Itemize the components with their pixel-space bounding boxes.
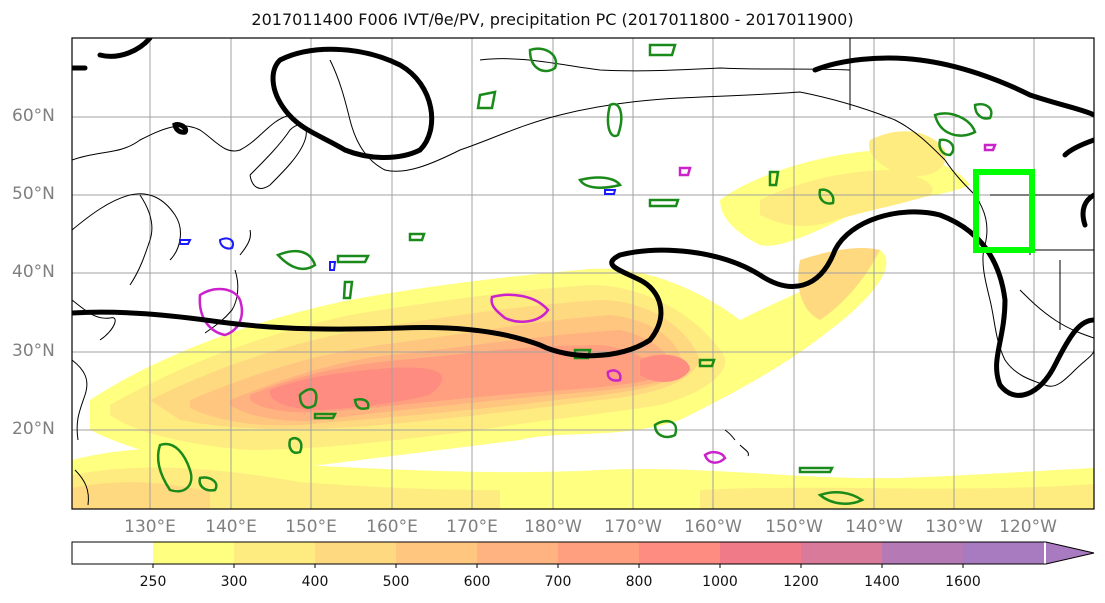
colorbar-tick-label: 1600 xyxy=(945,574,981,590)
colorbar-tick-label: 1000 xyxy=(702,574,738,590)
colorbar-tick-label: 250 xyxy=(139,574,167,590)
pv-contours-green xyxy=(156,43,993,505)
colorbar-tick-label: 800 xyxy=(625,574,653,590)
lat-label: 50°N xyxy=(12,184,55,204)
colorbar-segment xyxy=(720,542,801,564)
colorbar-segment xyxy=(963,542,1044,564)
pv-contours-magenta xyxy=(198,143,997,464)
lon-label: 170°W xyxy=(604,517,662,537)
lon-label: 120°W xyxy=(999,517,1057,537)
colorbar-segment xyxy=(882,542,963,564)
precipitation-region-box xyxy=(973,169,1035,253)
pv-contours-blue xyxy=(179,189,617,271)
lat-label: 60°N xyxy=(12,106,55,126)
colorbar xyxy=(71,541,1095,568)
colorbar-tick-label: 700 xyxy=(544,574,572,590)
colorbar-outline xyxy=(71,541,1095,565)
lon-label: 150°E xyxy=(285,517,337,537)
lat-label: 40°N xyxy=(12,262,55,282)
colorbar-segment xyxy=(315,542,396,564)
colorbar-segment xyxy=(477,542,558,564)
lon-label: 170°E xyxy=(446,517,498,537)
colorbar-segment xyxy=(234,542,315,564)
lon-label: 130°E xyxy=(124,517,176,537)
lat-label: 20°N xyxy=(12,419,55,439)
colorbar-tick-label: 400 xyxy=(301,574,329,590)
colorbar-segment xyxy=(639,542,720,564)
lon-label: 160°E xyxy=(366,517,418,537)
colorbar-tick-label: 1200 xyxy=(783,574,819,590)
colorbar-segment xyxy=(801,542,882,564)
graticule xyxy=(72,38,1094,509)
map-title: 2017011400 F006 IVT/θe/PV, precipitation… xyxy=(251,10,854,29)
lon-label: 180°W xyxy=(524,517,582,537)
lon-label: 140°E xyxy=(205,517,257,537)
colorbar-segment xyxy=(72,542,153,564)
colorbar-tick-label: 600 xyxy=(463,574,491,590)
theta-e-contours xyxy=(72,38,1094,398)
lon-label: 150°W xyxy=(765,517,823,537)
colorbar-segment xyxy=(153,542,234,564)
colorbar-segment xyxy=(396,542,477,564)
lon-label: 130°W xyxy=(925,517,983,537)
lon-label: 140°W xyxy=(845,517,903,537)
lon-label: 160°W xyxy=(684,517,742,537)
colorbar-segment xyxy=(558,542,639,564)
colorbar-tick-label: 300 xyxy=(220,574,248,590)
colorbar-extend-arrow xyxy=(1046,542,1094,564)
colorbar-tick-label: 500 xyxy=(382,574,410,590)
ivt-shading xyxy=(72,131,1094,509)
lat-label: 30°N xyxy=(12,341,55,361)
map-frame xyxy=(71,37,1095,510)
colorbar-tick-label: 1400 xyxy=(864,574,900,590)
